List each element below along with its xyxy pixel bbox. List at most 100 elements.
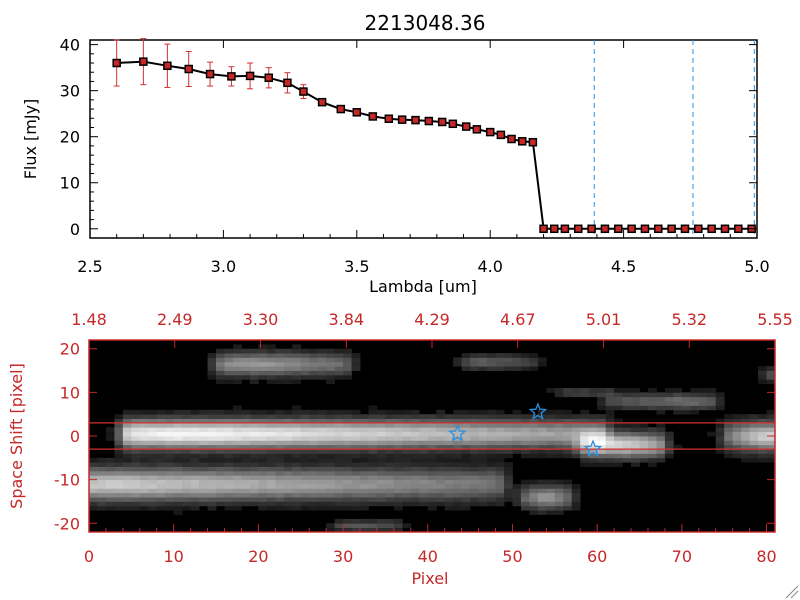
image-pixel [309, 431, 319, 437]
image-pixel [385, 427, 395, 433]
image-pixel [402, 462, 412, 467]
image-pixel [165, 505, 175, 511]
image-pixel [732, 453, 742, 459]
data-point [573, 224, 583, 234]
image-pixel [122, 457, 132, 463]
image-pixel [275, 457, 285, 463]
image-pixel [266, 379, 276, 385]
image-pixel [749, 457, 759, 463]
image-pixel [360, 484, 369, 489]
image-pixel [249, 379, 259, 385]
image-pixel [546, 414, 556, 419]
image-pixel [376, 484, 386, 489]
image-pixel [300, 449, 310, 454]
image-pixel [148, 453, 158, 459]
image-pixel [216, 379, 225, 385]
image-pixel [292, 405, 302, 411]
image-pixel [207, 361, 217, 367]
image-pixel [326, 484, 336, 489]
image-pixel [402, 484, 412, 489]
image-pixel [131, 470, 141, 476]
image-pixel [317, 457, 327, 463]
image-pixel [393, 470, 403, 476]
image-pixel [122, 418, 132, 424]
image-pixel [343, 418, 352, 424]
image-pixel [258, 353, 268, 358]
image-pixel [580, 414, 590, 419]
image-pixel [360, 492, 369, 498]
image-pixel [546, 484, 556, 489]
image-pixel [216, 374, 225, 380]
image-pixel [258, 418, 268, 424]
image-pixel [546, 440, 556, 446]
image-pixel [503, 484, 513, 489]
image-pixel [326, 453, 336, 459]
image-pixel [317, 414, 327, 419]
image-pixel [580, 409, 590, 415]
image-pixel [266, 427, 276, 433]
image-pixel [681, 396, 691, 402]
image-pixel [664, 405, 674, 411]
image-pixel [758, 374, 767, 380]
image-pixel [241, 414, 251, 419]
image-pixel [512, 361, 522, 367]
image-pixel [114, 418, 124, 424]
image-pixel [631, 436, 640, 441]
x-tick-label: 4.5 [611, 257, 636, 276]
image-pixel [199, 431, 208, 437]
image-pixel [673, 388, 683, 393]
top-tick-label: 2.49 [157, 310, 193, 329]
image-pixel [563, 449, 573, 454]
image-pixel [199, 470, 208, 476]
image-pixel [241, 479, 251, 485]
image-pixel [766, 444, 776, 450]
image-pixel [393, 505, 403, 511]
image-pixel [707, 405, 717, 411]
image-pixel [749, 431, 759, 437]
image-pixel [275, 357, 285, 363]
image-pixel [249, 440, 259, 446]
image-pixel [334, 436, 344, 441]
image-pixel [249, 492, 259, 498]
image-pixel [512, 436, 522, 441]
image-pixel [165, 422, 175, 428]
image-pixel [199, 484, 208, 489]
image-pixel [741, 422, 750, 428]
image-pixel [266, 414, 276, 419]
top-tick-label: 5.32 [671, 310, 707, 329]
image-pixel [639, 457, 649, 463]
image-pixel [376, 475, 386, 481]
image-pixel [343, 475, 352, 481]
image-pixel [614, 405, 623, 411]
image-pixel [300, 361, 310, 367]
data-point [437, 117, 447, 127]
image-pixel [351, 457, 361, 463]
image-pixel [190, 462, 200, 467]
image-pixel [156, 444, 166, 450]
data-point [640, 224, 650, 234]
image-pixel [393, 501, 403, 507]
image-pixel [207, 427, 217, 433]
bottom-x-axis-label: Pixel [411, 569, 448, 588]
image-pixel [588, 392, 598, 398]
image-pixel [249, 427, 259, 433]
image-pixel [343, 440, 352, 446]
image-pixel [258, 449, 268, 454]
image-pixel [385, 453, 395, 459]
image-pixel [639, 422, 649, 428]
image-pixel [503, 488, 513, 494]
image-pixel [131, 484, 141, 489]
image-pixel [317, 422, 327, 428]
resize-grip-icon[interactable] [785, 585, 799, 599]
image-pixel [266, 344, 276, 350]
image-pixel [478, 462, 488, 467]
image-pixel [385, 462, 395, 467]
image-pixel [444, 505, 454, 511]
image-pixel [487, 497, 496, 502]
image-pixel [444, 453, 454, 459]
image-pixel [461, 449, 471, 454]
image-pixel [334, 505, 344, 511]
image-pixel [453, 505, 463, 511]
image-pixel [182, 501, 192, 507]
image-pixel [385, 527, 395, 533]
